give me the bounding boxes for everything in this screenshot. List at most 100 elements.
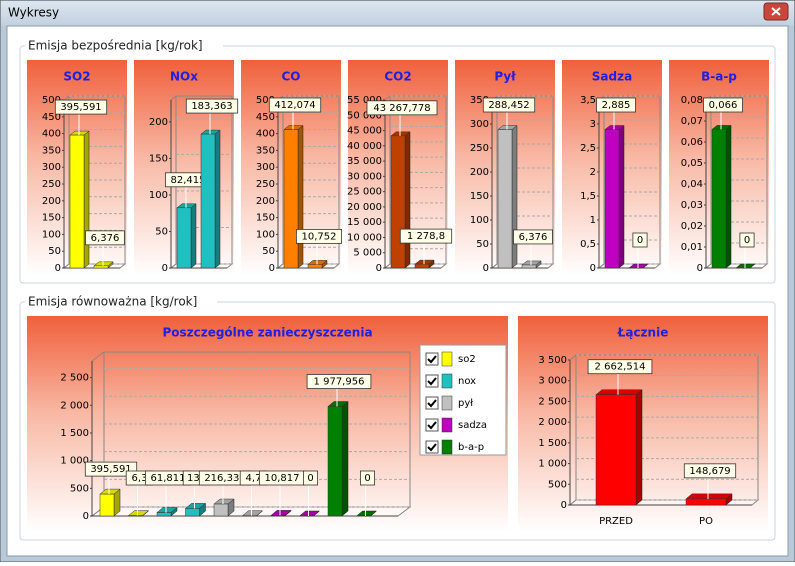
chart-title: CO	[281, 70, 300, 84]
y-tick-label: 1,5	[580, 191, 596, 202]
y-tick-label: 0,08	[681, 95, 703, 106]
bar-top	[686, 494, 732, 499]
legend-swatch	[442, 352, 452, 366]
y-tick-label: 200	[470, 167, 489, 178]
y-tick-label: 250	[42, 179, 61, 190]
y-tick-label: 100	[470, 215, 489, 226]
legend-label: sadza	[458, 420, 487, 431]
y-tick-label: 0	[269, 263, 275, 274]
value-label: 288,452	[488, 100, 529, 111]
bar-top	[596, 390, 642, 395]
y-tick-label: 50	[262, 246, 275, 257]
y-tick-label: 15 000	[347, 217, 382, 228]
y-tick-label: 0	[590, 263, 596, 274]
bar	[201, 134, 215, 268]
value-label: 216,339	[204, 473, 245, 484]
y-tick-label: 300	[470, 119, 489, 130]
value-label: 395,591	[90, 464, 131, 475]
bar-side	[619, 126, 624, 268]
legend-checkbox[interactable]	[426, 419, 438, 431]
legend-checkbox[interactable]	[426, 375, 438, 387]
value-label: 82,415	[171, 175, 206, 186]
legend-checkbox[interactable]	[426, 353, 438, 365]
y-tick-label: 0	[376, 263, 382, 274]
chart-title: SO2	[63, 70, 90, 84]
bar	[177, 208, 191, 268]
x-tick-label: PRZED	[599, 516, 633, 527]
y-tick-label: 0,06	[681, 137, 703, 148]
bar-side	[726, 125, 731, 268]
bar-side	[84, 131, 89, 268]
y-tick-label: 150	[470, 191, 489, 202]
y-tick-label: 2,5	[580, 143, 596, 154]
y-tick-label: 0	[561, 500, 567, 511]
value-label: 61,811	[151, 473, 186, 484]
value-label: 0	[307, 473, 313, 484]
y-tick-label: 100	[42, 229, 61, 240]
legend-label: pył	[458, 398, 473, 409]
y-tick-label: 250	[256, 179, 275, 190]
y-tick-label: 500	[548, 479, 567, 490]
bar-side	[512, 126, 517, 268]
bar	[415, 264, 429, 268]
value-label: 412,074	[274, 100, 315, 111]
y-tick-label: 0	[83, 511, 89, 522]
bar	[70, 135, 84, 268]
value-label: 6,376	[519, 232, 548, 243]
y-tick-label: 500	[70, 483, 89, 494]
y-tick-label: 250	[470, 143, 489, 154]
chart-title: Łącznie	[617, 326, 669, 340]
y-tick-label: 0,07	[681, 116, 703, 127]
y-tick-label: 0,05	[681, 158, 703, 169]
bar	[712, 129, 726, 268]
bar-side	[215, 130, 220, 268]
y-tick-label: 2 500	[538, 396, 567, 407]
y-tick-label: 45 000	[347, 126, 382, 137]
y-tick-label: 3	[590, 119, 596, 130]
title-bar	[1, 1, 794, 26]
y-tick-label: 1	[590, 215, 596, 226]
value-label: 1 278,8	[407, 231, 445, 242]
legend-swatch	[442, 396, 452, 410]
y-tick-label: 0,03	[681, 200, 703, 211]
legend-swatch	[442, 418, 452, 432]
y-tick-label: 20 000	[347, 202, 382, 213]
y-tick-label: 50	[476, 239, 489, 250]
value-label: 0	[637, 235, 643, 246]
legend-checkbox[interactable]	[426, 397, 438, 409]
y-tick-label: 25 000	[347, 187, 382, 198]
bar	[308, 264, 322, 268]
value-label: 6,376	[91, 233, 120, 244]
y-tick-label: 150	[149, 153, 168, 164]
y-tick-label: 2	[590, 167, 596, 178]
legend-swatch	[442, 374, 452, 388]
close-button[interactable]	[764, 3, 788, 20]
bar	[94, 266, 108, 268]
legend-checkbox[interactable]	[426, 441, 438, 453]
value-label: 10,817	[265, 473, 300, 484]
y-tick-label: 2 500	[60, 373, 89, 384]
bar	[522, 265, 536, 268]
y-tick-label: 0,02	[681, 221, 703, 232]
y-tick-label: 2 000	[60, 400, 89, 411]
y-tick-label: 50	[48, 246, 61, 257]
bar	[157, 513, 171, 516]
value-label: 183,363	[191, 101, 232, 112]
y-tick-label: 150	[256, 213, 275, 224]
bar	[686, 499, 726, 505]
y-tick-label: 350	[256, 145, 275, 156]
chart-title: CO2	[384, 70, 411, 84]
y-tick-label: 100	[149, 190, 168, 201]
y-tick-label: 3 500	[538, 355, 567, 366]
value-label: 43 267,778	[373, 103, 430, 114]
chart-title: Pył	[494, 70, 516, 84]
y-tick-label: 150	[42, 213, 61, 224]
y-tick-label: 350	[42, 145, 61, 156]
y-tick-label: 1 500	[60, 428, 89, 439]
y-tick-label: 400	[256, 129, 275, 140]
legend-label: so2	[458, 354, 476, 365]
value-label: 148,679	[689, 466, 730, 477]
y-tick-label: 3 000	[538, 376, 567, 387]
y-tick-label: 0	[483, 263, 489, 274]
